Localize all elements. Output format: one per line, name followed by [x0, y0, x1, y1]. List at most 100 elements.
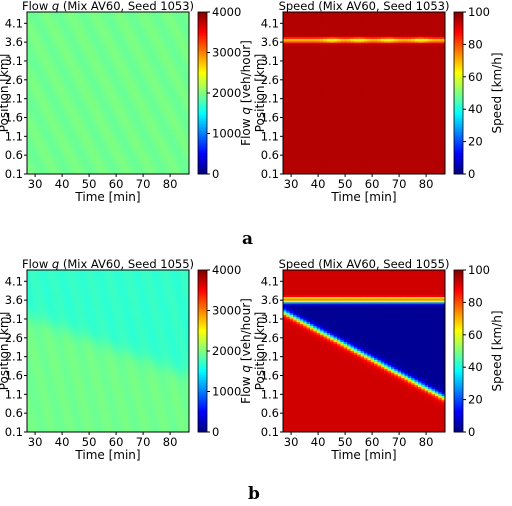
heatmap-cell	[91, 17, 95, 20]
heatmap-cell	[185, 136, 190, 139]
heatmap-cell	[158, 102, 163, 105]
heatmap-cell	[293, 166, 297, 169]
heatmap-cell	[67, 147, 72, 150]
heatmap-cell	[182, 17, 187, 20]
heatmap-cell	[162, 89, 166, 92]
heatmap-cell	[145, 64, 149, 67]
heatmap-cell	[70, 114, 75, 117]
heatmap-cell	[40, 42, 45, 45]
heatmap-cell	[87, 157, 92, 160]
heatmap-cell	[155, 107, 160, 110]
heatmap-cell	[30, 89, 35, 92]
heatmap-cell	[47, 111, 52, 114]
heatmap-cell	[121, 37, 126, 40]
heatmap-cell	[185, 157, 190, 160]
heatmap-cell	[289, 37, 294, 40]
heatmap-cell	[74, 103, 79, 106]
heatmap-cell	[165, 156, 170, 159]
heatmap-cell	[128, 91, 133, 94]
heatmap-cell	[296, 166, 301, 169]
heatmap-cell	[158, 22, 163, 25]
heatmap-cell	[70, 85, 75, 88]
heatmap-cell	[101, 163, 106, 166]
heatmap-cell	[108, 132, 112, 135]
heatmap-cell	[97, 161, 102, 164]
heatmap-cell	[30, 26, 35, 29]
heatmap-cell	[30, 48, 35, 51]
heatmap-cell	[289, 71, 294, 74]
heatmap-cell	[299, 102, 304, 105]
heatmap-cell	[37, 84, 41, 87]
heatmap-cell	[165, 132, 170, 135]
heatmap-cell	[158, 161, 163, 164]
heatmap-cell	[286, 44, 291, 47]
heatmap-cell	[67, 51, 72, 54]
heatmap-cell	[145, 157, 149, 160]
heatmap-cell	[40, 145, 45, 148]
heatmap-cell	[296, 105, 301, 108]
heatmap-cell	[286, 69, 291, 72]
colorbar-swatch	[198, 28, 207, 31]
heatmap-cell	[50, 51, 55, 54]
heatmap-cell	[293, 89, 297, 92]
heatmap-cell	[97, 15, 102, 18]
heatmap-cell	[97, 33, 102, 36]
heatmap-cell	[151, 75, 156, 78]
heatmap-cell	[178, 21, 183, 24]
heatmap-cell	[37, 98, 41, 101]
heatmap-cell	[67, 76, 72, 79]
heatmap-cell	[155, 148, 160, 151]
heatmap-cell	[175, 159, 180, 162]
heatmap-cell	[67, 138, 72, 141]
heatmap-cell	[121, 69, 126, 72]
heatmap-cell	[178, 130, 183, 133]
heatmap-cell	[87, 132, 92, 135]
heatmap-cell	[114, 60, 119, 63]
heatmap-cell	[70, 87, 75, 90]
heatmap-cell	[141, 19, 146, 22]
heatmap-cell	[118, 31, 122, 34]
heatmap-cell	[81, 159, 85, 162]
heatmap-cell	[97, 24, 102, 27]
heatmap-cell	[293, 12, 297, 15]
heatmap-cell	[168, 40, 173, 43]
heatmap-cell	[67, 21, 72, 24]
heatmap-cell	[135, 39, 139, 42]
heatmap-cell	[84, 123, 89, 126]
heatmap-cell	[30, 154, 35, 157]
heatmap-cell	[101, 89, 106, 92]
heatmap-cell	[165, 24, 170, 27]
heatmap-cell	[108, 62, 112, 65]
heatmap-cell	[286, 103, 291, 106]
heatmap-cell	[33, 170, 38, 173]
heatmap-cell	[77, 31, 82, 34]
heatmap-cell	[182, 165, 187, 168]
heatmap-cell	[60, 94, 65, 97]
heatmap-cell	[97, 118, 102, 121]
heatmap-cell	[289, 17, 294, 20]
heatmap-cell	[97, 172, 102, 175]
heatmap-cell	[168, 118, 173, 121]
heatmap-cell	[141, 49, 146, 52]
heatmap-cell	[114, 120, 119, 123]
heatmap-cell	[158, 51, 163, 54]
heatmap-cell	[101, 62, 106, 65]
heatmap-cell	[50, 96, 55, 99]
heatmap-cell	[97, 159, 102, 162]
heatmap-cell	[162, 37, 166, 40]
colorbar-swatch	[198, 144, 207, 147]
heatmap-cell	[47, 152, 52, 155]
heatmap-cell	[40, 28, 45, 31]
heatmap-cell	[138, 21, 143, 24]
heatmap-cell	[283, 111, 287, 114]
heatmap-cell	[30, 62, 35, 65]
heatmap-cell	[121, 170, 126, 173]
heatmap-cell	[135, 102, 139, 105]
heatmap-cell	[77, 98, 82, 101]
heatmap-cell	[87, 73, 92, 76]
heatmap-cell	[111, 109, 116, 112]
heatmap-cell	[70, 42, 75, 45]
heatmap-cell	[50, 166, 55, 169]
heatmap-cell	[70, 105, 75, 108]
heatmap-cell	[151, 73, 156, 76]
